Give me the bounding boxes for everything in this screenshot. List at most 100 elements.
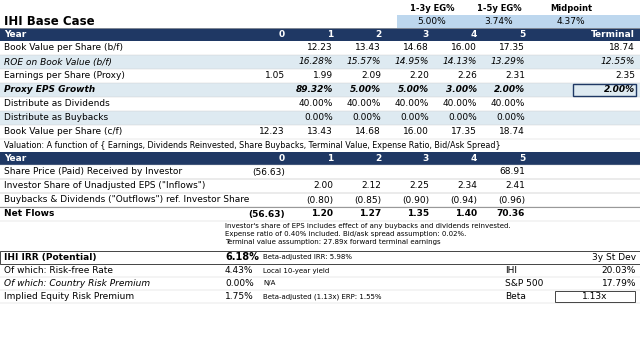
Text: 20.03%: 20.03% bbox=[602, 266, 636, 275]
Text: 0.00%: 0.00% bbox=[304, 113, 333, 122]
Text: 1.13x: 1.13x bbox=[582, 292, 608, 301]
Text: 14.95%: 14.95% bbox=[395, 57, 429, 66]
Text: Distribute as Dividends: Distribute as Dividends bbox=[4, 99, 109, 108]
Text: 40.00%: 40.00% bbox=[395, 99, 429, 108]
Text: 1-5y EG%: 1-5y EG% bbox=[477, 4, 522, 13]
Text: Of which: Risk-free Rate: Of which: Risk-free Rate bbox=[4, 266, 113, 275]
Text: Implied Equity Risk Premium: Implied Equity Risk Premium bbox=[4, 292, 134, 301]
Text: 2.35: 2.35 bbox=[615, 71, 635, 80]
Text: 2.26: 2.26 bbox=[457, 71, 477, 80]
Text: IHI: IHI bbox=[505, 266, 517, 275]
Text: Beta: Beta bbox=[505, 292, 526, 301]
Text: (0.94): (0.94) bbox=[450, 196, 477, 205]
Text: 40.00%: 40.00% bbox=[299, 99, 333, 108]
Text: 2.41: 2.41 bbox=[505, 182, 525, 191]
Text: 14.68: 14.68 bbox=[355, 127, 381, 136]
Bar bbox=[0, 111, 640, 125]
Bar bbox=[0, 125, 640, 139]
Text: 2.09: 2.09 bbox=[361, 71, 381, 80]
Text: (56.63): (56.63) bbox=[252, 168, 285, 177]
Text: Beta-adjusted IRR: 5.98%: Beta-adjusted IRR: 5.98% bbox=[263, 255, 352, 261]
Text: 5.00%: 5.00% bbox=[350, 85, 381, 94]
Text: (56.63): (56.63) bbox=[248, 210, 285, 219]
Text: 0.00%: 0.00% bbox=[225, 279, 253, 288]
Text: 2: 2 bbox=[375, 154, 381, 163]
Text: S&P 500: S&P 500 bbox=[505, 279, 543, 288]
Text: 3y St Dev: 3y St Dev bbox=[592, 253, 636, 262]
Bar bbox=[0, 83, 640, 97]
Text: IHI Base Case: IHI Base Case bbox=[4, 15, 95, 28]
Text: 5.00%: 5.00% bbox=[398, 85, 429, 94]
Text: 16.00: 16.00 bbox=[451, 43, 477, 52]
Text: 2.00%: 2.00% bbox=[604, 85, 635, 94]
Text: 12.55%: 12.55% bbox=[600, 57, 635, 66]
Text: 16.28%: 16.28% bbox=[299, 57, 333, 66]
Text: 1.99: 1.99 bbox=[313, 71, 333, 80]
Text: 2.00: 2.00 bbox=[313, 182, 333, 191]
Text: 70.36: 70.36 bbox=[497, 210, 525, 219]
Text: Proxy EPS Growth: Proxy EPS Growth bbox=[4, 85, 95, 94]
Text: 13.29%: 13.29% bbox=[491, 57, 525, 66]
Text: 5.00%: 5.00% bbox=[418, 17, 446, 26]
Text: 0.00%: 0.00% bbox=[448, 113, 477, 122]
Text: 2: 2 bbox=[375, 30, 381, 39]
Text: 13.43: 13.43 bbox=[355, 43, 381, 52]
Text: 16.00: 16.00 bbox=[403, 127, 429, 136]
Text: Book Value per Share (b/f): Book Value per Share (b/f) bbox=[4, 43, 123, 52]
Text: 4.43%: 4.43% bbox=[225, 266, 253, 275]
Text: 0: 0 bbox=[279, 30, 285, 39]
Text: Share Price (Paid) Received by Investor: Share Price (Paid) Received by Investor bbox=[4, 168, 182, 177]
Text: 3.00%: 3.00% bbox=[446, 85, 477, 94]
Text: 18.74: 18.74 bbox=[609, 43, 635, 52]
Text: 1: 1 bbox=[327, 30, 333, 39]
Text: 1.35: 1.35 bbox=[407, 210, 429, 219]
Text: 17.35: 17.35 bbox=[499, 43, 525, 52]
Text: 3: 3 bbox=[423, 30, 429, 39]
Bar bbox=[0, 251, 640, 264]
Bar bbox=[573, 84, 636, 96]
Text: 2.12: 2.12 bbox=[361, 182, 381, 191]
Text: 4: 4 bbox=[470, 154, 477, 163]
Text: Of which: Country Risk Premium: Of which: Country Risk Premium bbox=[4, 279, 150, 288]
Bar bbox=[0, 55, 640, 69]
Bar bbox=[0, 290, 640, 303]
Bar bbox=[0, 277, 640, 290]
Text: 13.43: 13.43 bbox=[307, 127, 333, 136]
Text: 4: 4 bbox=[470, 30, 477, 39]
Text: 12.23: 12.23 bbox=[307, 43, 333, 52]
Bar bbox=[0, 28, 640, 41]
Text: 2.20: 2.20 bbox=[409, 71, 429, 80]
Text: 2.00%: 2.00% bbox=[494, 85, 525, 94]
Text: Terminal: Terminal bbox=[591, 30, 635, 39]
Text: (0.85): (0.85) bbox=[354, 196, 381, 205]
Text: 1: 1 bbox=[327, 154, 333, 163]
Bar bbox=[0, 179, 640, 193]
Bar bbox=[0, 41, 640, 55]
Text: 40.00%: 40.00% bbox=[491, 99, 525, 108]
Text: 17.79%: 17.79% bbox=[602, 279, 636, 288]
Text: Year: Year bbox=[4, 30, 26, 39]
Bar bbox=[0, 264, 640, 277]
Text: 3: 3 bbox=[423, 154, 429, 163]
Text: Beta-adjusted (1.13x) ERP: 1.55%: Beta-adjusted (1.13x) ERP: 1.55% bbox=[263, 293, 381, 300]
Text: 4.37%: 4.37% bbox=[557, 17, 586, 26]
Text: Buybacks & Dividends ("Outflows") ref. Investor Share: Buybacks & Dividends ("Outflows") ref. I… bbox=[4, 196, 250, 205]
Bar bbox=[0, 207, 640, 221]
Text: 14.68: 14.68 bbox=[403, 43, 429, 52]
Text: 0.00%: 0.00% bbox=[400, 113, 429, 122]
Bar bbox=[0, 193, 640, 207]
Text: 68.91: 68.91 bbox=[499, 168, 525, 177]
Text: Expense ratio of 0.40% included. Bid/ask spread assumption: 0.02%.: Expense ratio of 0.40% included. Bid/ask… bbox=[225, 231, 467, 237]
Text: Valuation: A function of { Earnings, Dividends Reinvested, Share Buybacks, Termi: Valuation: A function of { Earnings, Div… bbox=[4, 140, 500, 149]
Bar bbox=[0, 152, 640, 165]
Text: Earnings per Share (Proxy): Earnings per Share (Proxy) bbox=[4, 71, 125, 80]
Text: 18.74: 18.74 bbox=[499, 127, 525, 136]
Text: (0.80): (0.80) bbox=[306, 196, 333, 205]
Text: 1.27: 1.27 bbox=[359, 210, 381, 219]
Text: 0.00%: 0.00% bbox=[352, 113, 381, 122]
Text: ROE on Book Value (b/f): ROE on Book Value (b/f) bbox=[4, 57, 112, 66]
Text: 89.32%: 89.32% bbox=[296, 85, 333, 94]
Text: 40.00%: 40.00% bbox=[347, 99, 381, 108]
Text: 12.23: 12.23 bbox=[259, 127, 285, 136]
Text: 1.75%: 1.75% bbox=[225, 292, 253, 301]
